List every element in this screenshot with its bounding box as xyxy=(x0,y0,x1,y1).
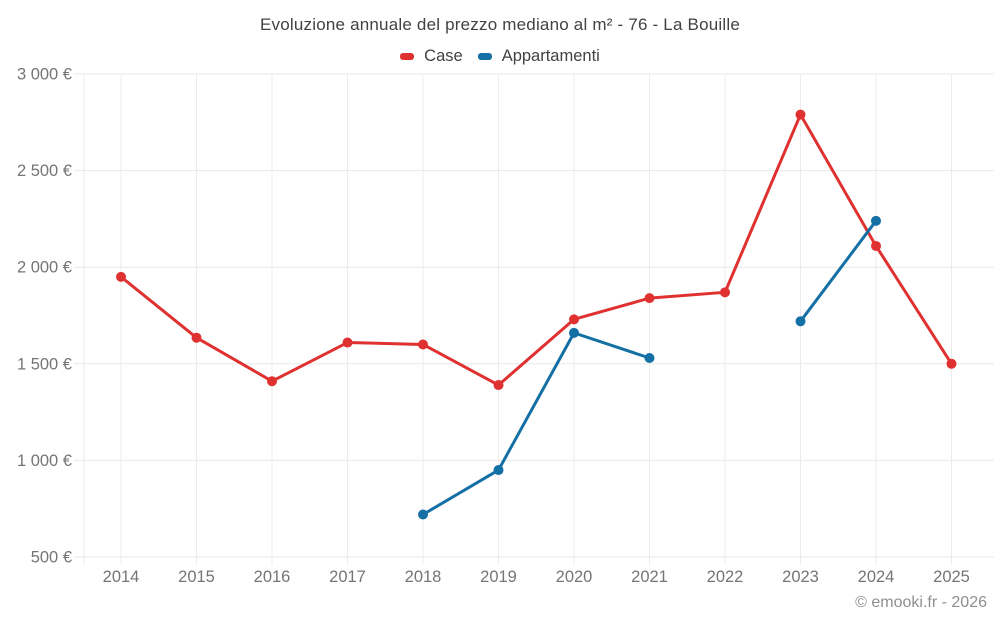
data-point-appartamenti-2023[interactable] xyxy=(795,316,806,327)
data-point-case-2019[interactable] xyxy=(493,380,504,391)
legend-item-appartamenti[interactable]: Appartamenti xyxy=(477,46,600,66)
data-point-appartamenti-2024[interactable] xyxy=(871,215,881,226)
x-axis-tick-label: 2023 xyxy=(782,568,819,586)
y-axis-tick-label: 2 500 € xyxy=(17,162,72,180)
y-axis-tick-label: 1 000 € xyxy=(17,452,72,470)
data-point-case-2022[interactable] xyxy=(720,287,730,298)
x-axis-tick-label: 2014 xyxy=(103,568,140,586)
y-axis-tick-label: 2 000 € xyxy=(17,259,72,277)
data-point-appartamenti-2018[interactable] xyxy=(418,509,428,520)
series-line-case xyxy=(119,113,953,387)
data-point-case-2015[interactable] xyxy=(191,332,202,343)
y-axis-tick-label: 500 € xyxy=(31,549,72,567)
legend-marker-appartamenti xyxy=(477,52,492,60)
data-point-case-2020[interactable] xyxy=(569,314,579,325)
x-axis-tick-label: 2020 xyxy=(556,568,593,586)
legend-marker-case xyxy=(400,52,415,60)
data-point-case-2025[interactable] xyxy=(946,358,957,369)
data-point-case-2024[interactable] xyxy=(871,240,881,251)
data-point-case-2021[interactable] xyxy=(644,293,655,304)
series-line-appartamenti xyxy=(799,219,878,323)
chart-title: Evoluzione annuale del prezzo mediano al… xyxy=(260,15,740,34)
copyright: © emooki.fr - 2026 xyxy=(855,594,987,611)
x-axis-tick-label: 2019 xyxy=(480,568,517,586)
legend-label-appartamenti: Appartamenti xyxy=(501,46,600,65)
x-axis-tick-label: 2022 xyxy=(707,568,744,586)
series-line-appartamenti xyxy=(421,331,651,516)
x-axis-tick-label: 2024 xyxy=(858,568,895,586)
x-axis-tick-label: 2025 xyxy=(933,568,970,586)
data-point-appartamenti-2021[interactable] xyxy=(644,353,655,364)
data-point-case-2016[interactable] xyxy=(267,376,277,387)
data-point-case-2023[interactable] xyxy=(795,109,806,120)
data-point-case-2014[interactable] xyxy=(116,271,126,282)
data-point-appartamenti-2020[interactable] xyxy=(569,327,579,338)
y-axis-tick-label: 1 500 € xyxy=(17,355,72,373)
data-point-case-2018[interactable] xyxy=(418,339,428,350)
legend-item-case[interactable]: Case xyxy=(400,47,463,66)
x-axis-tick-label: 2016 xyxy=(254,568,291,586)
data-point-appartamenti-2019[interactable] xyxy=(493,465,504,476)
legend-label-case: Case xyxy=(424,46,463,65)
y-axis-tick-label: 3 000 € xyxy=(17,66,72,84)
chart-legend: Case Appartamenti xyxy=(0,46,1000,66)
x-axis-tick-label: 2021 xyxy=(631,568,668,586)
x-axis-tick-label: 2017 xyxy=(329,568,366,586)
data-point-case-2017[interactable] xyxy=(342,337,353,348)
x-axis-tick-label: 2015 xyxy=(178,568,215,586)
x-axis-tick-label: 2018 xyxy=(405,568,442,586)
